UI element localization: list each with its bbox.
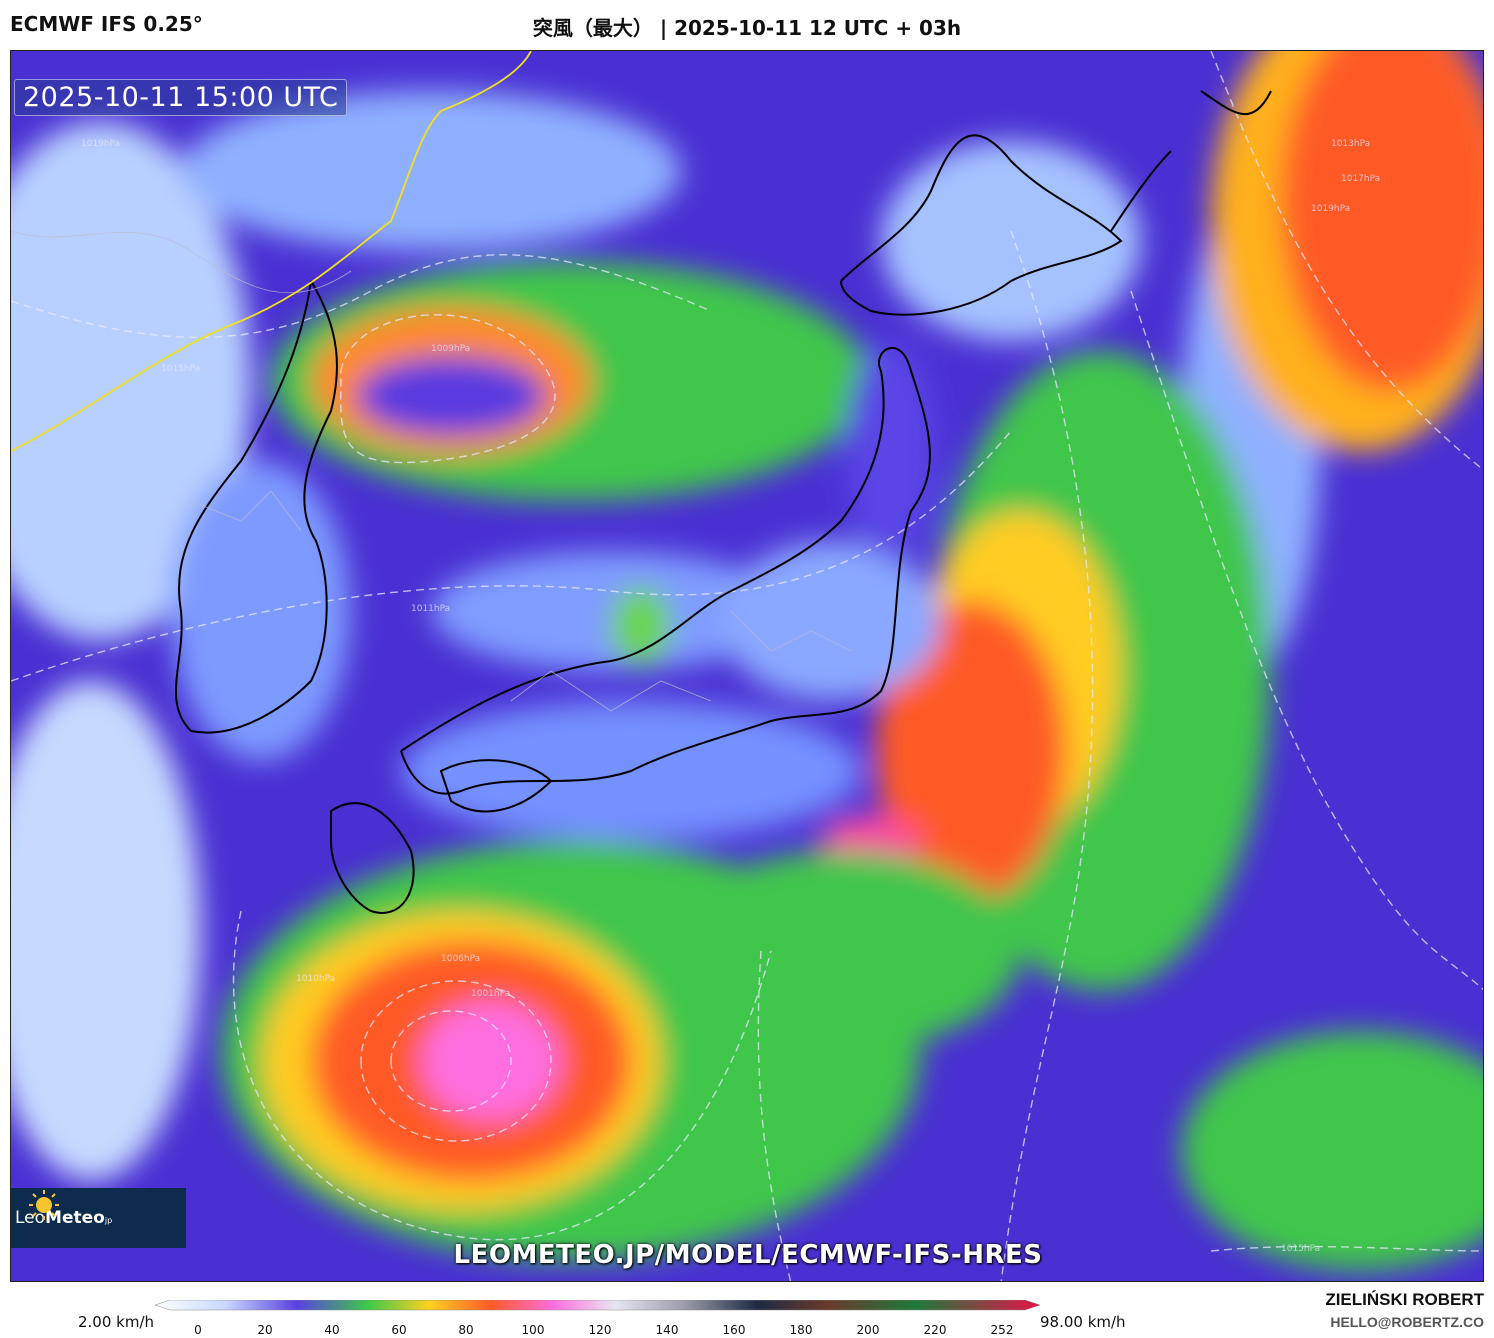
map-canvas: 1019hPa 1015hPa 1009hPa 1011hPa 1006hPa 1001h… xyxy=(11,51,1483,1281)
legend-tick: 40 xyxy=(324,1323,340,1337)
isobar-label: 1009hPa xyxy=(431,344,470,354)
isobar-label: 1015hPa xyxy=(161,364,200,374)
isobar-label: 1001hPa xyxy=(471,989,510,999)
isobar-label: 1015hPa xyxy=(1281,1244,1320,1254)
legend-tick: 140 xyxy=(655,1323,679,1337)
legend-tick: 100 xyxy=(521,1323,545,1337)
isobar-label: 1017hPa xyxy=(1341,174,1380,184)
legend-tick: 160 xyxy=(722,1323,746,1337)
legend-tick: 120 xyxy=(588,1323,612,1337)
isobar-label: 1019hPa xyxy=(1311,204,1350,214)
legend-tick: 0 xyxy=(194,1323,202,1337)
model-name: ECMWF IFS 0.25° xyxy=(10,12,203,36)
legend-tick: 220 xyxy=(923,1323,947,1337)
legend-min-label: 2.00 km/h xyxy=(78,1313,155,1331)
logo-text: LeoMeteojp xyxy=(15,1208,113,1228)
isobar-label: 1011hPa xyxy=(411,604,450,614)
sun-icon xyxy=(29,1190,59,1220)
legend-tick: 200 xyxy=(856,1323,880,1337)
legend-colorbar xyxy=(155,1300,1041,1311)
header: ECMWF IFS 0.25° 突風（最大） | 2025-10-11 12 U… xyxy=(0,0,1494,50)
valid-time-label: 2025-10-11 15:00 UTC xyxy=(14,79,348,116)
isobar-label: 1019hPa xyxy=(81,139,120,149)
wind-gust-map: 1019hPa 1015hPa 1009hPa 1011hPa 1006hPa 1001h… xyxy=(10,50,1484,1282)
leometeo-logo[interactable]: LeoMeteojp xyxy=(11,1188,186,1248)
color-legend: 2.00 km/h 0 20 40 60 80 100 120 140 160 180 200 220… xyxy=(0,1282,1494,1338)
isobar-label: 1010hPa xyxy=(296,974,335,984)
legend-tick: 180 xyxy=(789,1323,813,1337)
legend-tick: 20 xyxy=(257,1323,273,1337)
model-url[interactable]: LEOMETEO.JP/MODEL/ECMWF-IFS-HRES xyxy=(453,1240,1043,1270)
legend-tick: 60 xyxy=(391,1323,407,1337)
legend-max-label: 98.00 km/h xyxy=(1040,1313,1126,1331)
isobar-label: 1013hPa xyxy=(1331,139,1370,149)
isobar-label: 1006hPa xyxy=(441,954,480,964)
author-email[interactable]: HELLO@ROBERTZ.CO xyxy=(1330,1314,1484,1330)
chart-title: 突風（最大） | 2025-10-11 12 UTC + 03h xyxy=(532,16,962,40)
legend-tick: 252 xyxy=(990,1323,1014,1337)
author-name: ZIELIŃSKI ROBERT xyxy=(1325,1290,1484,1309)
legend-tick: 80 xyxy=(458,1323,474,1337)
